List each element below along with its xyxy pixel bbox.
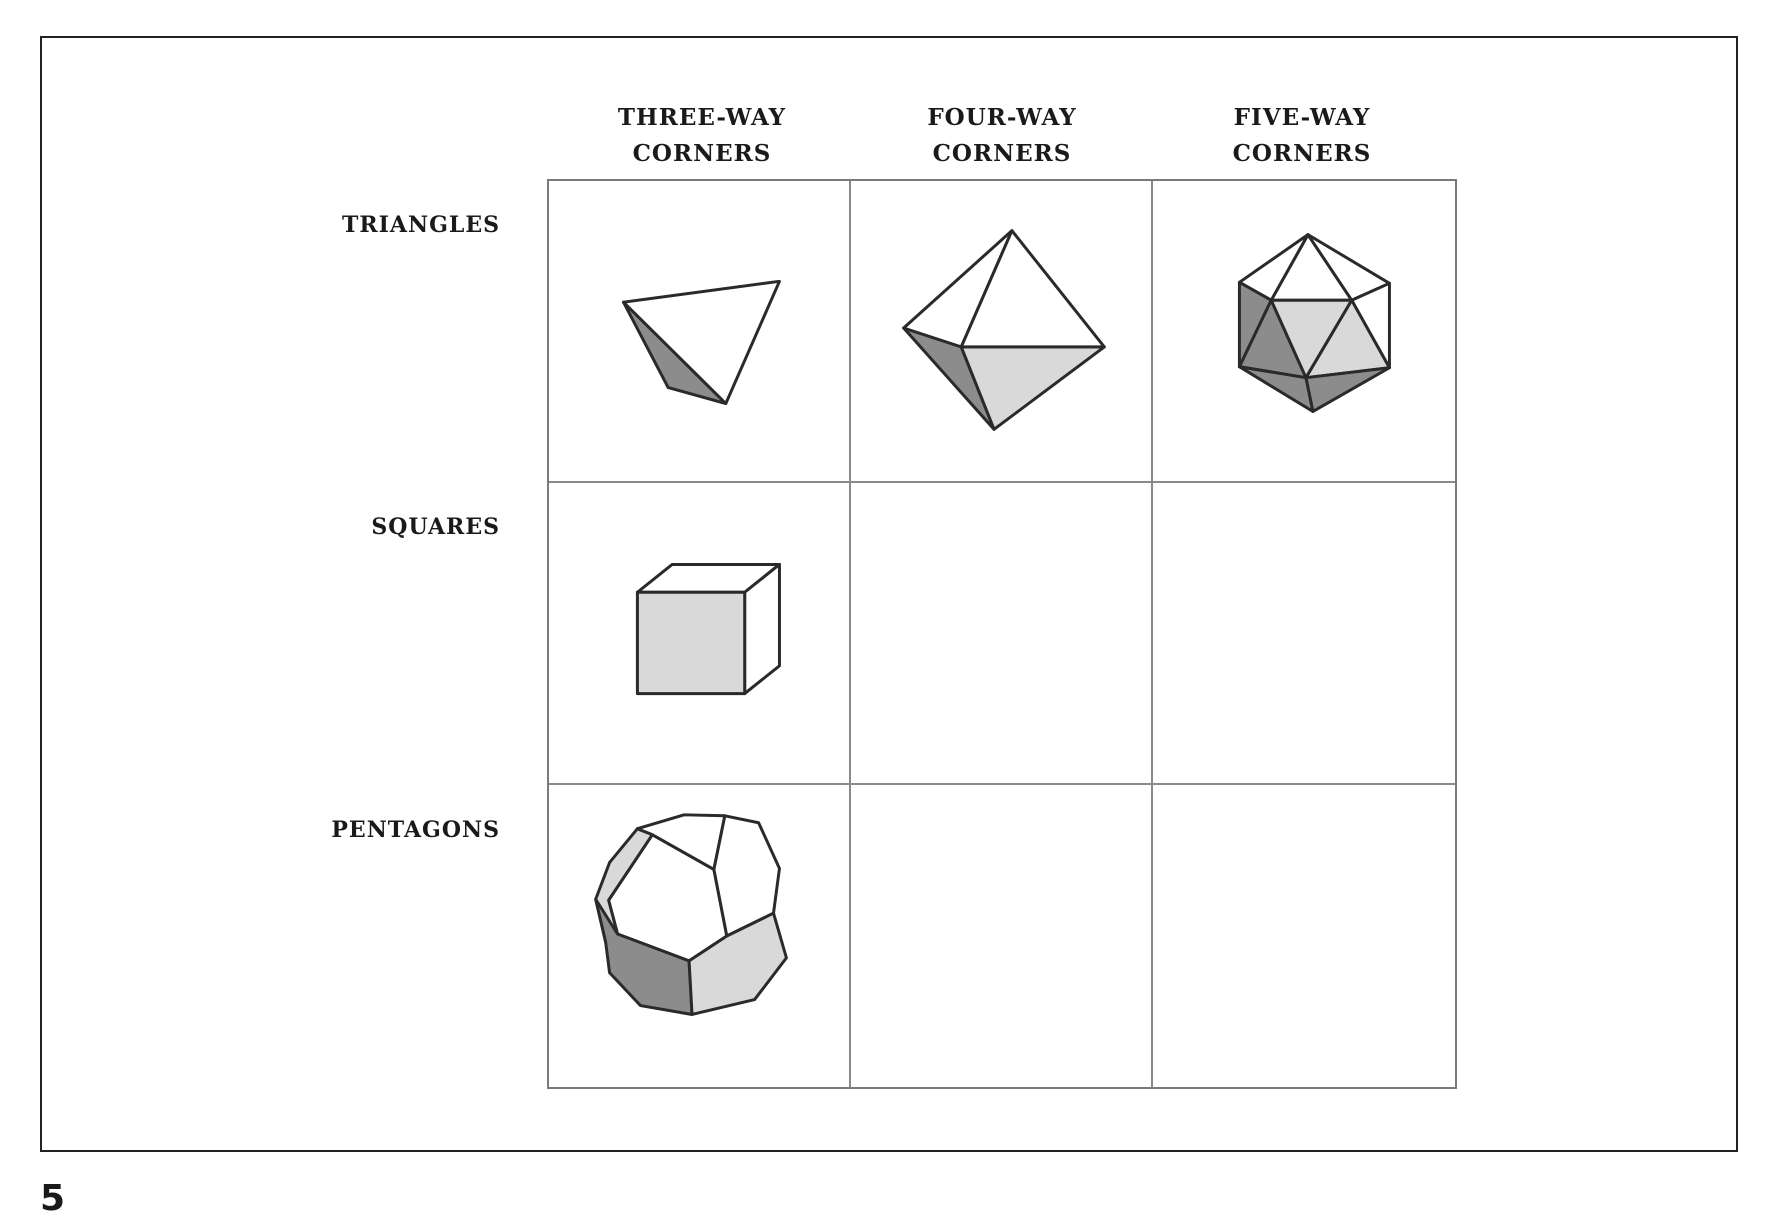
cube-front-face xyxy=(635,590,747,696)
tetrahedron-front-face xyxy=(622,279,781,406)
cell-triangles-four-way xyxy=(851,181,1153,483)
figure-frame xyxy=(40,36,1738,1152)
dodecahedron-bottom-right-face xyxy=(687,911,788,1016)
dodecahedron-dark-face xyxy=(594,897,694,1016)
column-header-line2: CORNERS xyxy=(632,140,772,167)
column-header-line1: THREE-WAY xyxy=(617,104,787,131)
column-header-line2: CORNERS xyxy=(1232,140,1372,167)
cell-triangles-five-way xyxy=(1153,181,1455,483)
column-header-line1: FIVE-WAY xyxy=(1233,104,1371,131)
page-number: 5 xyxy=(40,1178,66,1219)
octahedron-figure xyxy=(902,229,1106,431)
cell-pentagons-five-way xyxy=(1153,785,1455,1087)
column-header-line2: CORNERS xyxy=(932,140,1072,167)
column-header-line1: FOUR-WAY xyxy=(927,104,1077,131)
cell-squares-three-way xyxy=(549,483,851,785)
cube-figure xyxy=(635,562,781,696)
polyhedra-grid xyxy=(547,179,1457,1089)
cell-squares-four-way xyxy=(851,483,1153,785)
dodecahedron-figure xyxy=(594,813,788,1016)
row-header-pentagons: PENTAGONS xyxy=(331,817,500,843)
icosahedron-figure xyxy=(1237,233,1391,413)
cell-pentagons-three-way xyxy=(549,785,851,1087)
column-header-three-way: THREE-WAY CORNERS xyxy=(592,100,812,172)
column-header-four-way: FOUR-WAY CORNERS xyxy=(892,100,1112,172)
row-header-triangles: TRIANGLES xyxy=(341,212,500,238)
cell-pentagons-four-way xyxy=(851,785,1153,1087)
column-header-five-way: FIVE-WAY CORNERS xyxy=(1192,100,1412,172)
cell-triangles-three-way xyxy=(549,181,851,483)
icosahedron-bottom-right-face xyxy=(1304,366,1391,413)
row-header-squares: SQUARES xyxy=(371,514,500,540)
cell-squares-five-way xyxy=(1153,483,1455,785)
octahedron-upper-right-face xyxy=(959,229,1106,349)
tetrahedron-figure xyxy=(622,279,781,406)
